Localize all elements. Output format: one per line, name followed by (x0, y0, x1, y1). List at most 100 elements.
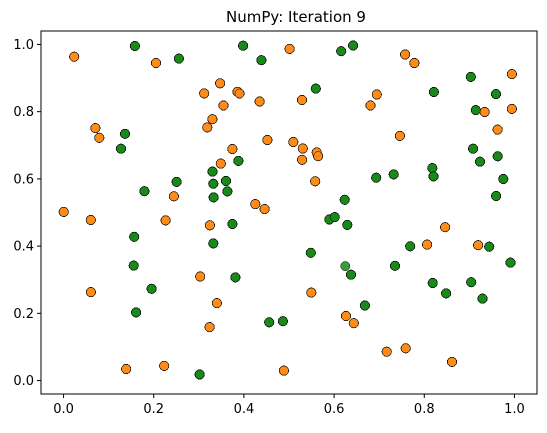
green-point (342, 220, 353, 230)
points-layer (58, 40, 517, 380)
orange-point (218, 100, 229, 111)
orange-point (58, 207, 69, 217)
green-point (305, 247, 316, 258)
orange-point (212, 298, 222, 308)
green-point (221, 176, 231, 186)
x-tick-label: 0.4 (234, 402, 255, 417)
orange-point (297, 143, 308, 154)
green-point (428, 171, 439, 182)
green-point (130, 41, 140, 51)
y-tick-label: 0.6 (13, 172, 34, 187)
orange-point (310, 176, 321, 187)
y-tick-label: 0.4 (13, 240, 34, 255)
green-point (131, 307, 141, 318)
orange-point (90, 123, 101, 133)
green-point (491, 89, 501, 99)
orange-point (492, 124, 503, 135)
orange-point (400, 343, 411, 354)
orange-point (94, 132, 105, 143)
green-point (230, 272, 241, 283)
y-axis: 0.0 0.2 0.4 0.6 0.8 1.0 (13, 38, 41, 389)
orange-point (259, 204, 270, 214)
orange-point (440, 222, 450, 233)
green-point (310, 83, 321, 94)
orange-point (348, 318, 359, 329)
green-point (388, 169, 399, 180)
orange-point (395, 131, 405, 141)
green-point (194, 369, 205, 380)
orange-point (215, 78, 225, 89)
orange-point (422, 239, 432, 250)
orange-point (381, 346, 392, 357)
green-point (207, 166, 218, 177)
green-point (491, 191, 501, 201)
green-point (120, 128, 130, 139)
orange-point (85, 215, 96, 225)
green-point (116, 143, 126, 154)
orange-point (279, 365, 289, 376)
x-tick-label: 0.0 (53, 402, 74, 417)
orange-point (227, 144, 238, 154)
green-point (360, 300, 370, 311)
green-point (348, 40, 358, 51)
green-point (208, 238, 219, 249)
green-point (174, 53, 184, 64)
green-point (171, 177, 182, 187)
green-point (429, 87, 439, 97)
orange-point (297, 95, 307, 105)
orange-point (215, 158, 226, 169)
orange-point (400, 49, 410, 60)
orange-point (371, 89, 382, 100)
green-point (498, 174, 509, 184)
green-point (256, 55, 267, 66)
x-tick-label: 1.0 (504, 402, 525, 417)
green-point (475, 156, 485, 167)
green-point (477, 293, 488, 304)
orange-point (313, 151, 323, 162)
orange-point (306, 287, 317, 298)
green-point (441, 288, 451, 299)
green-point (339, 194, 350, 205)
green-point (390, 260, 400, 271)
green-point (227, 219, 238, 229)
orange-point (195, 271, 206, 282)
green-point (264, 317, 275, 328)
orange-point (234, 88, 245, 99)
x-tick-label: 0.8 (414, 402, 435, 417)
orange-point (160, 215, 171, 226)
orange-point (262, 135, 273, 145)
orange-point (479, 107, 490, 117)
green-point (222, 186, 233, 197)
orange-point (447, 357, 457, 367)
orange-point (202, 122, 213, 133)
green-point (233, 156, 244, 166)
green-point (336, 46, 347, 57)
green-point (468, 143, 478, 154)
plot-frame (40, 30, 538, 395)
y-tick-label: 0.2 (13, 307, 34, 322)
green-point (128, 260, 139, 271)
orange-point (204, 322, 215, 332)
y-tick-label: 1.0 (13, 38, 34, 53)
orange-point (365, 100, 376, 111)
orange-point (69, 51, 80, 62)
green-point (329, 212, 340, 222)
green-point (427, 278, 438, 288)
orange-point (409, 58, 420, 68)
green-point (465, 72, 476, 82)
green-point (278, 316, 288, 327)
green-point (492, 151, 503, 162)
green-point (238, 40, 248, 51)
orange-point (507, 69, 517, 79)
chart-title: NumPy: Iteration 9 (226, 8, 366, 26)
orange-point (169, 191, 179, 202)
green-point (371, 172, 382, 183)
y-tick-label: 0.8 (13, 105, 34, 120)
green-point (405, 241, 416, 252)
orange-point (121, 364, 132, 374)
orange-point (297, 154, 307, 165)
orange-point (151, 58, 161, 68)
x-tick-label: 0.6 (324, 402, 345, 417)
green-point (208, 178, 219, 189)
green-point (146, 283, 157, 294)
